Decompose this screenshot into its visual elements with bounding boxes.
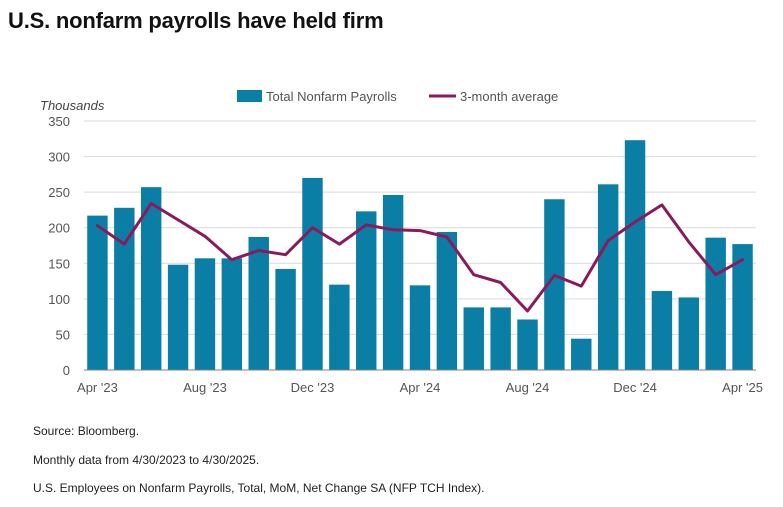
bar [221,258,243,370]
legend-label-line: 3-month average [460,89,558,104]
bar [329,284,350,370]
bar [382,194,404,370]
y-tick-label: 100 [48,292,70,307]
bar [544,199,565,370]
bar [732,244,753,370]
source-note: Source: Bloomberg. [33,424,140,438]
bar [248,236,269,370]
bar [571,338,592,370]
axes: 0 50 100 150 200 250 300 350 Apr '23 Aug '23 Dec '… [48,114,763,395]
bar [678,297,700,370]
x-tick-label: Dec '23 [291,380,335,395]
x-tick-label: Dec '24 [613,380,657,395]
bar [114,207,135,370]
y-tick-label: 250 [48,185,70,200]
series-description-note: U.S. Employees on Nonfarm Payrolls, Tota… [33,481,485,495]
bar [651,291,673,370]
chart-title: U.S. nonfarm payrolls have held firm [8,8,384,33]
y-unit-label: Thousands [40,98,105,113]
bar [167,264,189,370]
legend-label-bar: Total Nonfarm Payrolls [266,89,397,104]
x-tick-label: Aug '23 [183,380,227,395]
x-tick-label: Aug '24 [506,380,550,395]
y-tick-label: 150 [48,256,70,271]
bar [194,258,216,370]
y-tick-label: 200 [48,221,70,236]
range-note: Monthly data from 4/30/2023 to 4/30/2025… [33,453,260,467]
bar [87,215,108,370]
legend-swatch-bar [237,90,262,102]
y-tick-label: 50 [56,327,70,342]
y-tick-label: 350 [48,114,70,129]
bar [356,211,377,370]
bar [463,307,484,370]
three-month-average-line [95,202,745,313]
bar [140,187,162,370]
x-tick-label: Apr '25 [722,380,763,395]
bars [87,140,753,370]
bar [517,319,538,370]
bar [436,231,458,370]
y-tick-label: 0 [63,363,70,378]
bar [275,268,296,370]
bar [409,285,431,370]
bar [705,237,726,370]
bar [597,184,619,370]
y-tick-label: 300 [48,150,70,165]
bar [302,177,323,370]
bar [624,140,646,370]
line-series [95,202,745,313]
x-tick-label: Apr '24 [400,380,441,395]
bar [490,307,511,370]
legend: Total Nonfarm Payrolls 3-month average [237,89,558,104]
x-tick-label: Apr '23 [77,380,118,395]
